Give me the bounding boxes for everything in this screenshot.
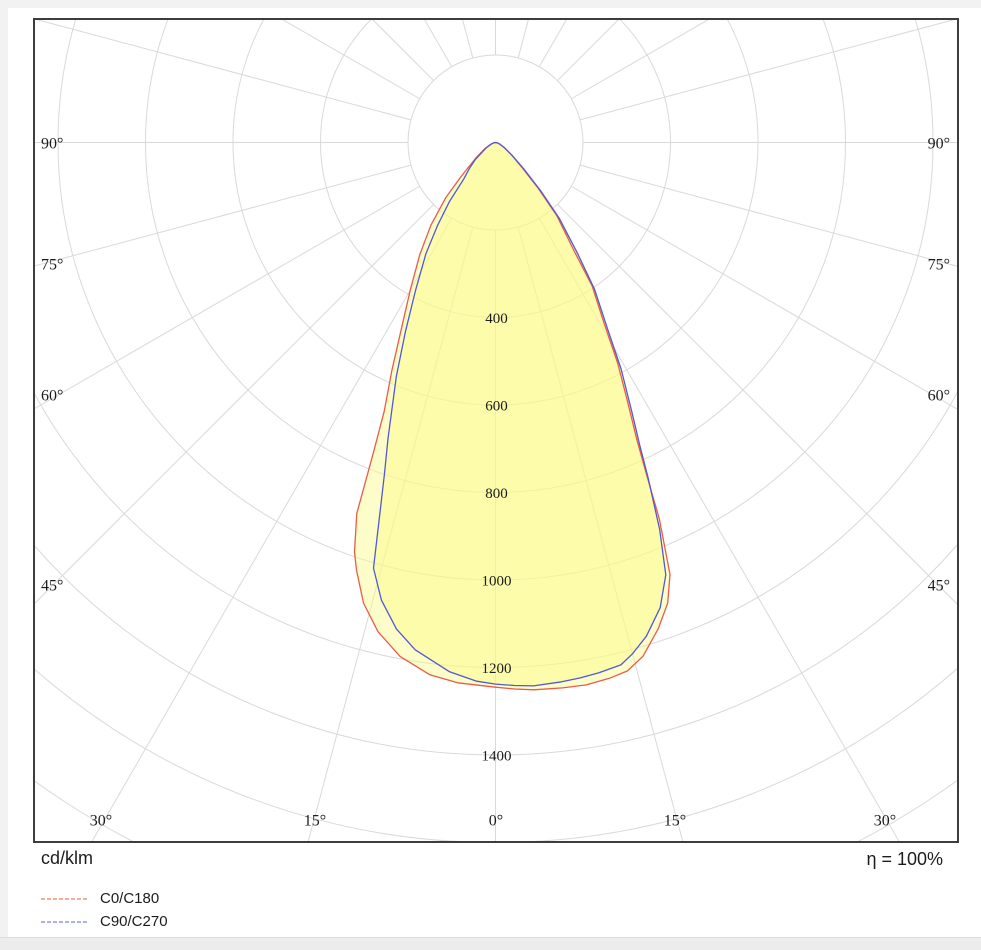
radial-tick-label-800: 800 bbox=[485, 486, 508, 502]
grid-ray-300 bbox=[34, 185, 420, 410]
efficiency-label: η = 100% bbox=[866, 849, 943, 869]
angle-label-right: 75° bbox=[928, 257, 950, 274]
radial-tick-label-1400: 1400 bbox=[482, 748, 512, 764]
axis-labels: 90° 75° 60° 45° 90° 75° 60° 45° 30° 15° 0° 15° 30° 40… bbox=[41, 136, 950, 830]
angle-label-left: 90° bbox=[41, 136, 63, 153]
radial-tick-label-1000: 1000 bbox=[482, 573, 512, 589]
plot-border bbox=[33, 18, 959, 843]
window-bottom-bar bbox=[0, 937, 981, 950]
grid-ray-255 bbox=[34, 19, 412, 121]
grid-ray-345 bbox=[307, 226, 474, 842]
intensity-curves bbox=[353, 141, 671, 691]
polar-photometric-chart: 90° 75° 60° 45° 90° 75° 60° 45° 30° 15° 0° 15° 30° 40… bbox=[33, 18, 959, 843]
legend-row-c90: C90/C270 bbox=[41, 910, 168, 933]
curve-fill-C0/C180 bbox=[354, 142, 670, 690]
angle-label-left: 75° bbox=[41, 257, 63, 274]
angle-label-bottom: 15° bbox=[664, 813, 686, 830]
polar-grid bbox=[34, 19, 958, 842]
chart-panel: 90° 75° 60° 45° 90° 75° 60° 45° 30° 15° 0° 15° 30° 40… bbox=[8, 8, 981, 937]
radial-tick-label-600: 600 bbox=[485, 398, 508, 414]
curve-C0/C180 bbox=[353, 141, 671, 691]
legend-label-c90: C90/C270 bbox=[100, 913, 168, 930]
angle-label-right: 90° bbox=[928, 136, 950, 153]
angle-label-right: 60° bbox=[928, 388, 950, 405]
legend-label-c0: C0/C180 bbox=[100, 890, 160, 907]
radial-tick-label-1200: 1200 bbox=[482, 661, 512, 677]
grid-ray-60 bbox=[571, 185, 958, 411]
grid-ray-45 bbox=[557, 204, 958, 606]
grid-ray-120 bbox=[571, 19, 711, 100]
angle-label-bottom: 30° bbox=[874, 813, 896, 830]
grid-ray-15 bbox=[517, 226, 684, 842]
c0-line-swatch-icon bbox=[41, 897, 87, 900]
grid-ray-240 bbox=[280, 19, 420, 100]
angle-label-bottom: 0° bbox=[489, 813, 503, 830]
grid-ray-105 bbox=[579, 19, 958, 121]
angle-label-right: 45° bbox=[928, 578, 950, 595]
angle-label-left: 45° bbox=[41, 578, 63, 595]
c90-line-swatch-icon bbox=[41, 920, 87, 923]
legend-row-c0: C0/C180 bbox=[41, 887, 168, 910]
legend: C0/C180 C90/C270 bbox=[41, 887, 168, 933]
angle-label-bottom: 30° bbox=[90, 813, 112, 830]
curve-C90/C270 bbox=[372, 141, 667, 687]
angle-label-left: 60° bbox=[41, 388, 63, 405]
radial-tick-label-400: 400 bbox=[485, 311, 508, 327]
grid-ray-75 bbox=[579, 164, 958, 267]
angle-label-bottom: 15° bbox=[304, 813, 326, 830]
grid-ray-285 bbox=[34, 164, 412, 267]
grid-ray-315 bbox=[34, 204, 434, 605]
curve-fill-C90/C270 bbox=[373, 142, 666, 686]
unit-label: cd/klm bbox=[41, 848, 94, 868]
grid-ray-330 bbox=[91, 218, 453, 842]
grid-ray-30 bbox=[538, 218, 900, 842]
